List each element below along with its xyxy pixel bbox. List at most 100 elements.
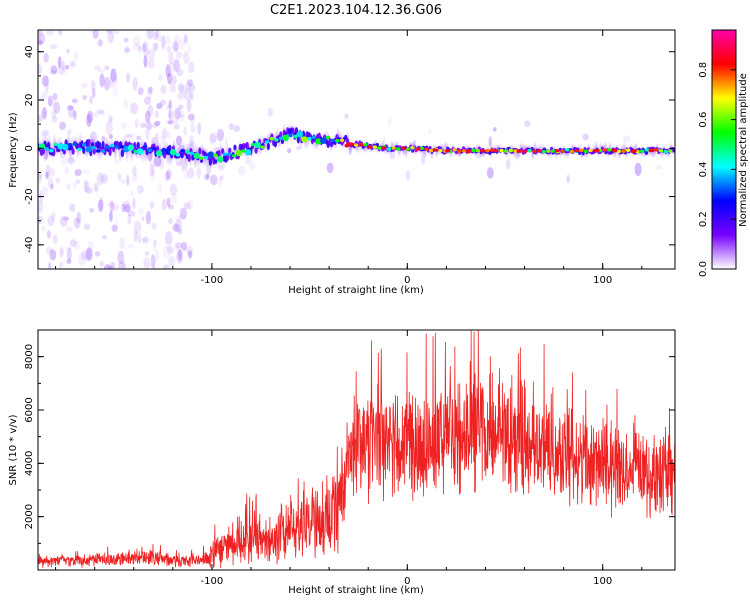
spectrogram-peak-cell [499,148,504,153]
spectrogram-peak-cell [142,144,148,149]
spectrogram-noise-cell [86,250,92,261]
spectrogram-noise-cell [153,239,157,246]
spectrogram-noise-cell [96,39,104,48]
spectrogram-peak-cell [522,149,528,154]
spectrogram-band-cell [97,141,102,149]
spectrogram-noise-cell [47,214,55,227]
spectrogram-noise-cell [59,261,66,267]
spectrogram-noise-cell [134,118,139,129]
spectrogram-noise-cell [165,170,170,181]
spectrogram-noise-cell [168,109,172,121]
spectrogram-noise-cell [524,120,531,128]
spectrogram-noise-cell [143,40,149,53]
spectrogram-noise-cell [93,112,98,118]
spectrogram-band-cell [187,153,191,162]
spectrogram-peak-cell [193,152,200,159]
spectrogram-peak-cell [72,142,77,146]
spectrogram-noise-cell [161,35,166,50]
spectrogram-noise-cell [133,220,142,234]
spectrogram-noise-cell [170,61,175,75]
spectrogram-peak-cell [503,149,509,153]
spectrogram-noise-cell [177,104,184,110]
spectrogram-peak-cell [475,148,481,153]
spectrogram-band-cell [291,127,295,135]
spectrogram-noise-cell [127,214,132,225]
spectrogram-noise-cell [86,114,92,127]
spectrogram-noise-cell [38,115,43,123]
spectrogram-noise-cell [90,79,96,91]
spectrogram-peak-cell [81,143,87,147]
spectrogram-noise-cell [152,42,157,52]
spectrogram-peak-cell [485,148,490,153]
spectrogram-peak-cell [175,153,181,157]
spectrogram-noise-cell [58,30,63,36]
spectrogram-noise-cell [162,245,171,259]
spectrogram-peak-cell [320,137,327,144]
spectrogram-peak-cell [396,147,401,151]
spectrogram-noise-cell [42,90,49,100]
spectrogram-max-cell [466,149,472,153]
spectrogram-noise-cell [176,69,184,77]
spectrogram-noise-cell [150,170,156,181]
spectrogram-noise-cell [130,189,135,197]
spectrogram-peak-cell [269,136,274,141]
spectrogram-peak-cell [583,149,589,154]
spectrogram-noise-cell [209,174,218,186]
spectrogram-peak-cell [114,145,120,149]
spectrogram-y-tick-label: 40 [24,45,35,58]
spectrogram-noise-cell [38,199,44,213]
spectrogram-noise-cell [85,247,93,261]
spectrogram-noise-cell [50,65,58,74]
spectrogram-noise-cell [152,123,159,128]
spectrogram-peak-cell [315,138,322,145]
spectrogram-noise-cell [113,30,120,35]
colorbar-ticks: 0.0 0.2 0.4 0.6 0.8 [698,62,736,277]
spectrogram-noise-cell [161,128,168,140]
spectrogram-noise-cell [100,174,108,184]
spectrogram-noise-cell [38,30,41,37]
spectrogram-noise-cell [64,245,72,252]
spectrogram-peak-cell [367,145,373,149]
spectrogram-noise-cell [66,48,70,54]
spectrogram-noise-cell [161,198,167,211]
spectrogram-noise-cell [219,175,224,181]
spectrogram-noise-cell [72,181,77,189]
spectrogram-noise-cell [50,96,56,110]
spectrogram-noise-cell [174,242,183,249]
spectrogram-noise-cell [109,210,113,223]
spectrogram-noise-cell [73,110,77,120]
spectrogram-max-cell [415,147,421,151]
spectrogram-noise-cell [167,120,174,125]
spectrogram-noise-cell [126,174,130,186]
spectrogram-noise-cell [97,199,104,212]
spectrogram-noise-cell [183,202,191,210]
spectrogram-noise-cell [131,132,135,140]
spectrogram-noise-cell [125,133,133,139]
spectrogram-noise-cell [102,234,107,240]
spectrogram-peak-cell [165,148,172,155]
spectrogram-noise-cell [65,64,70,70]
spectrogram-noise-cell [154,249,160,262]
spectrogram-noise-cell [49,249,57,261]
spectrogram-noise-cell [177,248,183,261]
spectrogram-noise-cell [52,92,58,101]
spectrogram-max-cell [346,141,352,146]
spectrogram-noise-cell [81,250,87,261]
spectrogram-noise-cell [142,236,149,244]
spectrogram-x-ticks: -100 0 100 [55,30,643,286]
spectrogram-noise-cell [168,218,173,225]
colorbar-tick-label: 0.4 [698,161,709,177]
spectrogram-noise-cell [45,164,51,179]
spectrogram-noise-cell [83,180,88,193]
spectrogram-noise-cell [173,59,180,72]
spectrogram-noise-cell [154,110,159,119]
spectrogram-noise-cell [74,240,80,250]
spectrogram-peak-cell [100,149,106,153]
spectrogram-peak-cell [607,148,612,152]
spectrogram-peak-cell [207,151,214,158]
spectrogram-noise-cell [120,122,128,130]
spectrogram-noise-cell [486,167,494,179]
spectrogram-noise-cell [55,177,61,183]
spectrogram-peak-cell [372,145,378,149]
snr-y-tick-label: 6000 [24,397,35,422]
